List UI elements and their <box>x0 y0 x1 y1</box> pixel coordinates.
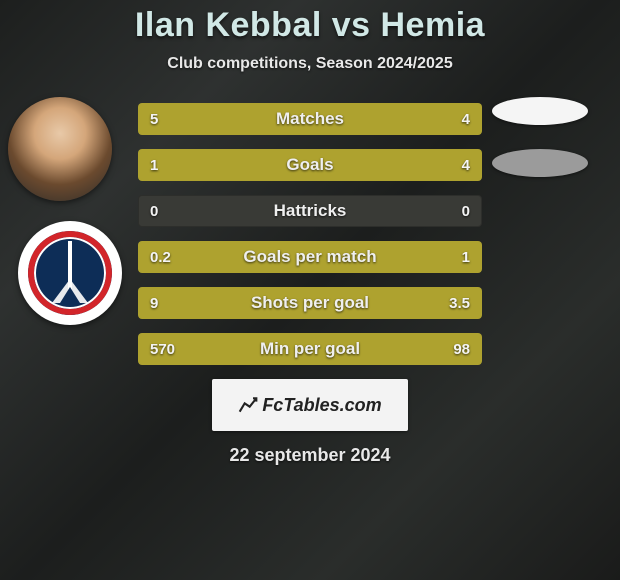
player-avatar <box>8 97 112 201</box>
stat-row: Hattricks0 0 <box>138 195 482 227</box>
comparison-main: Matches54Goals14Hattricks00Goals per mat… <box>0 103 620 365</box>
stat-bars: Matches54Goals14Hattricks00Goals per mat… <box>138 103 482 365</box>
stat-value-right: 0 <box>462 195 470 227</box>
watermark-inner: FcTables.com <box>238 395 381 416</box>
watermark-text: FcTables.com <box>262 395 381 416</box>
stat-label: Goals <box>138 149 482 181</box>
club-logo-inner <box>28 231 112 315</box>
stat-label: Matches <box>138 103 482 135</box>
date-text: 22 september 2024 <box>0 445 620 466</box>
stat-row: Shots per goal9 3.5 <box>138 287 482 319</box>
stat-row: Min per goal570 98 <box>138 333 482 365</box>
stat-row: Matches5 4 <box>138 103 482 135</box>
club-ring-icon <box>28 231 112 315</box>
opponent-ellipse-1 <box>492 149 588 177</box>
stat-value-left: 9 <box>150 287 158 319</box>
stat-value-left: 0 <box>150 195 158 227</box>
left-avatars <box>8 97 118 325</box>
stat-value-right: 3.5 <box>449 287 470 319</box>
club-logo <box>18 221 122 325</box>
stat-row: Goals1 4 <box>138 149 482 181</box>
stat-value-right: 98 <box>453 333 470 365</box>
stat-value-left: 5 <box>150 103 158 135</box>
stat-value-right: 4 <box>462 149 470 181</box>
stat-value-left: 1 <box>150 149 158 181</box>
stat-label: Hattricks <box>138 195 482 227</box>
stat-value-left: 570 <box>150 333 175 365</box>
stat-label: Shots per goal <box>138 287 482 319</box>
subtitle: Club competitions, Season 2024/2025 <box>0 55 620 73</box>
content-root: Ilan Kebbal vs Hemia Club competitions, … <box>0 0 620 580</box>
stat-label: Min per goal <box>138 333 482 365</box>
page-title: Ilan Kebbal vs Hemia <box>0 6 620 45</box>
stat-label: Goals per match <box>138 241 482 273</box>
stat-value-right: 1 <box>462 241 470 273</box>
stat-value-left: 0.2 <box>150 241 171 273</box>
opponent-ellipse-0 <box>492 97 588 125</box>
chart-icon <box>238 395 258 415</box>
stat-value-right: 4 <box>462 103 470 135</box>
watermark: FcTables.com <box>212 379 408 431</box>
right-ellipses <box>492 97 602 177</box>
stat-row: Goals per match0.2 1 <box>138 241 482 273</box>
